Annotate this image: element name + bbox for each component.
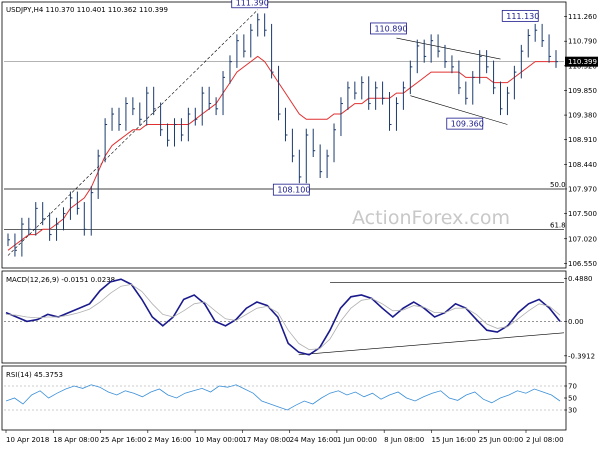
x-tick-label: 8 Jun 08:00	[384, 436, 424, 444]
x-tick-label: 25 Jun 00:00	[479, 436, 523, 444]
fib-label: 50.0	[550, 181, 566, 189]
price-y-tick-label: 109.850	[568, 87, 597, 95]
x-tick-label: 17 May 08:00	[242, 436, 290, 444]
price-annotation-box	[231, 0, 269, 9]
price-annotation-box	[272, 183, 310, 196]
macd-panel-frame	[1, 270, 567, 364]
price-annotation-label: 111.390	[236, 0, 269, 7]
x-tick-label: 1 Jun 00:00	[337, 436, 377, 444]
macd-y-axis: 0.4880 0.00 -0.3912	[564, 275, 595, 360]
price-panel-frame	[1, 1, 567, 269]
price-y-tick-label: 106.550	[568, 260, 597, 268]
x-axis: 10 Apr 2018 18 Apr 08:00 25 Apr 16:00 2 May…	[5, 430, 564, 444]
x-tick-label: 10 Apr 2018	[6, 436, 49, 444]
macd-lines	[4, 278, 565, 356]
price-y-tick-label: 107.020	[568, 235, 597, 243]
current-price-label: 110.399	[568, 58, 597, 66]
price-trendlines	[7, 9, 508, 256]
price-annotation-box	[501, 9, 539, 22]
price-y-tick-label: 108.910	[568, 136, 597, 144]
ma-series-line	[7, 55, 556, 251]
x-tick-label: 10 May 00:00	[195, 436, 243, 444]
rsi-y-tick-label: 70	[568, 383, 577, 391]
macd-support-line	[298, 332, 565, 356]
channel-upper-line	[396, 37, 501, 60]
x-tick-label: 24 May 16:00	[290, 436, 338, 444]
price-ma-line	[7, 55, 556, 251]
price-y-tick-label: 111.260	[568, 13, 597, 21]
macd-signal-line	[5, 283, 561, 351]
watermark: ActionForex.com	[352, 207, 510, 229]
price-y-tick-label: 108.440	[568, 161, 597, 169]
rsi-panel-frame	[1, 365, 567, 431]
price-y-tick-label: 107.970	[568, 185, 597, 193]
rsi-series-line	[5, 384, 561, 411]
rsi-panel: RSI(14) 45.3753 70 50 30	[1, 365, 577, 431]
dashed-trendline	[7, 9, 258, 256]
macd-panel-title: MACD(12,26,9) -0.0151 0.0238	[6, 276, 115, 284]
price-annotation-label: 110.890	[374, 24, 407, 33]
x-tick-label: 15 Jun 16:00	[431, 436, 475, 444]
rsi-panel-title: RSI(14) 45.3753	[6, 371, 63, 379]
macd-y-tick-label: 0.4880	[568, 275, 593, 283]
channel-lower-line	[410, 95, 508, 125]
current-price-marker	[565, 56, 598, 67]
price-y-tick-label: 107.500	[568, 210, 597, 218]
macd-y-tick-label: 0.00	[568, 318, 584, 326]
x-tick-label: 2 May 16:00	[148, 436, 192, 444]
fib-label: 61.8	[550, 221, 566, 229]
macd-series-line	[5, 278, 561, 356]
x-tick-label: 2 Jul 08:00	[526, 436, 564, 444]
price-close-bars	[7, 13, 558, 257]
price-annotation-label: 109.360	[451, 120, 484, 129]
price-annotation-label: 111.130	[506, 12, 539, 21]
price-panel-title: USDJPY,H4 110.370 110.401 110.362 110.39…	[6, 6, 168, 14]
rsi-y-tick-label: 50	[568, 395, 577, 403]
x-tick-label: 25 Apr 16:00	[101, 436, 147, 444]
price-annotation-box	[446, 117, 484, 130]
rsi-y-tick-label: 30	[568, 407, 577, 415]
rsi-y-axis: 70 50 30	[564, 383, 577, 415]
macd-panel: MACD(12,26,9) -0.0151 0.0238 0.4880 0.00 -…	[1, 270, 595, 364]
price-annotation-label: 108.100	[277, 186, 310, 195]
x-tick-label: 18 Apr 08:00	[53, 436, 99, 444]
rsi-lines	[4, 384, 564, 411]
price-y-axis: 111.260110.790110.320109.850109.380108.9…	[564, 13, 598, 268]
price-y-tick-label: 109.380	[568, 112, 597, 120]
price-annotation-box	[370, 22, 407, 35]
macd-y-tick-label: -0.3912	[568, 352, 595, 360]
price-y-tick-label: 110.790	[568, 38, 597, 46]
price-panel: USDJPY,H4 110.370 110.401 110.362 110.39…	[1, 0, 598, 269]
price-annotations: 111.390 108.100 110.890 109.360 111.130	[231, 0, 539, 196]
